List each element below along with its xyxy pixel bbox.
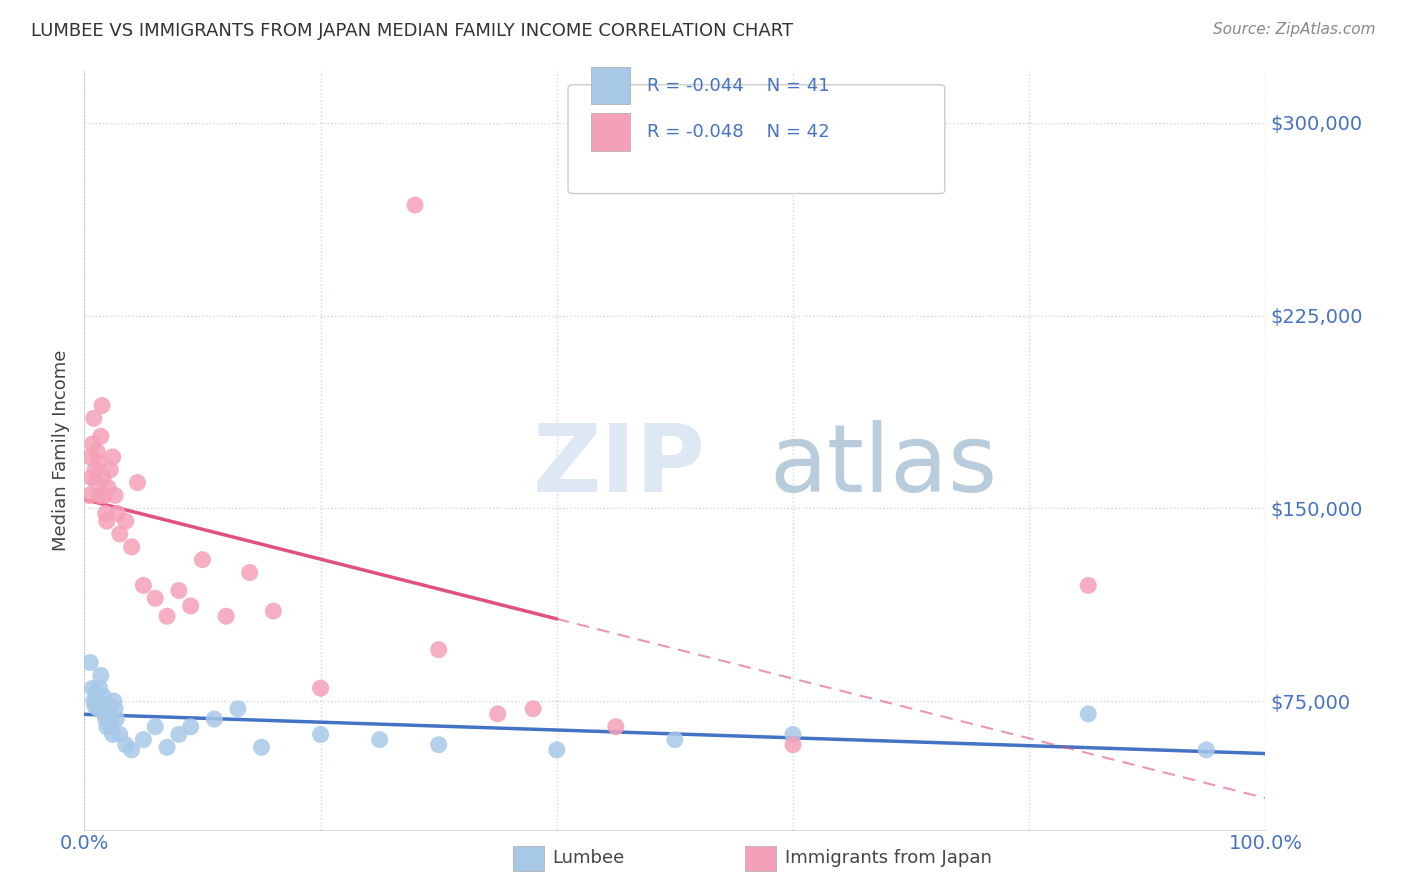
Point bbox=[89, 681, 111, 696]
Point bbox=[77, 488, 100, 502]
Point bbox=[180, 599, 202, 613]
Text: Source: ZipAtlas.com: Source: ZipAtlas.com bbox=[1212, 22, 1375, 37]
Point bbox=[84, 686, 107, 700]
Point bbox=[91, 689, 114, 703]
Point bbox=[427, 642, 450, 657]
Point bbox=[84, 463, 107, 477]
Point bbox=[100, 720, 122, 734]
Point bbox=[98, 712, 121, 726]
Point bbox=[143, 591, 166, 606]
Point bbox=[250, 740, 273, 755]
Point bbox=[104, 702, 127, 716]
Point bbox=[486, 706, 509, 721]
Point bbox=[104, 488, 127, 502]
Point bbox=[80, 470, 103, 484]
Point bbox=[522, 702, 544, 716]
Point bbox=[114, 738, 136, 752]
Text: atlas: atlas bbox=[769, 419, 998, 512]
Point bbox=[215, 609, 238, 624]
Point bbox=[91, 470, 114, 484]
Point bbox=[262, 604, 284, 618]
Point bbox=[107, 507, 129, 521]
Point bbox=[108, 727, 131, 741]
Point bbox=[101, 727, 124, 741]
Point bbox=[101, 450, 124, 464]
Point bbox=[82, 437, 104, 451]
Text: Lumbee: Lumbee bbox=[553, 849, 624, 867]
Point bbox=[97, 704, 120, 718]
Point bbox=[782, 727, 804, 741]
Point bbox=[782, 738, 804, 752]
Point bbox=[664, 732, 686, 747]
Point bbox=[96, 720, 118, 734]
Point bbox=[121, 743, 143, 757]
Point bbox=[83, 694, 105, 708]
Text: ZIP: ZIP bbox=[533, 419, 706, 512]
Point bbox=[605, 720, 627, 734]
Point bbox=[108, 527, 131, 541]
Point bbox=[404, 198, 426, 212]
Point bbox=[1077, 706, 1099, 721]
Point bbox=[226, 702, 249, 716]
Point bbox=[546, 743, 568, 757]
Point bbox=[167, 727, 190, 741]
Point bbox=[127, 475, 149, 490]
Point bbox=[132, 578, 155, 592]
Point bbox=[105, 712, 128, 726]
Point bbox=[86, 444, 108, 458]
Point bbox=[156, 740, 179, 755]
Text: Immigrants from Japan: Immigrants from Japan bbox=[785, 849, 991, 867]
Point bbox=[103, 694, 125, 708]
Point bbox=[82, 681, 104, 696]
Point bbox=[87, 455, 110, 469]
Point bbox=[1077, 578, 1099, 592]
Point bbox=[1195, 743, 1218, 757]
Point bbox=[309, 681, 332, 696]
Point bbox=[90, 429, 112, 443]
Point bbox=[309, 727, 332, 741]
Point bbox=[86, 691, 108, 706]
Point bbox=[79, 450, 101, 464]
Point bbox=[84, 475, 107, 490]
Point bbox=[191, 552, 214, 566]
Text: R = -0.048    N = 42: R = -0.048 N = 42 bbox=[647, 123, 830, 141]
Point bbox=[167, 583, 190, 598]
Point bbox=[96, 514, 118, 528]
Point bbox=[202, 712, 225, 726]
Point bbox=[79, 656, 101, 670]
Point bbox=[114, 514, 136, 528]
Point bbox=[156, 609, 179, 624]
Point bbox=[180, 720, 202, 734]
Text: LUMBEE VS IMMIGRANTS FROM JAPAN MEDIAN FAMILY INCOME CORRELATION CHART: LUMBEE VS IMMIGRANTS FROM JAPAN MEDIAN F… bbox=[31, 22, 793, 40]
Point bbox=[98, 463, 121, 477]
Point bbox=[94, 507, 117, 521]
Point bbox=[239, 566, 262, 580]
Point bbox=[91, 399, 114, 413]
Point bbox=[93, 706, 115, 721]
Point bbox=[143, 720, 166, 734]
Point bbox=[90, 668, 112, 682]
Point bbox=[121, 540, 143, 554]
Point bbox=[89, 488, 111, 502]
Point bbox=[84, 699, 107, 714]
Point bbox=[97, 481, 120, 495]
Point bbox=[83, 411, 105, 425]
Point bbox=[93, 488, 115, 502]
Point bbox=[91, 697, 114, 711]
Point bbox=[368, 732, 391, 747]
Point bbox=[427, 738, 450, 752]
Point bbox=[132, 732, 155, 747]
Point bbox=[98, 699, 121, 714]
Point bbox=[87, 702, 110, 716]
Point bbox=[94, 712, 117, 726]
Y-axis label: Median Family Income: Median Family Income bbox=[52, 350, 70, 551]
Text: R = -0.044    N = 41: R = -0.044 N = 41 bbox=[647, 77, 830, 95]
